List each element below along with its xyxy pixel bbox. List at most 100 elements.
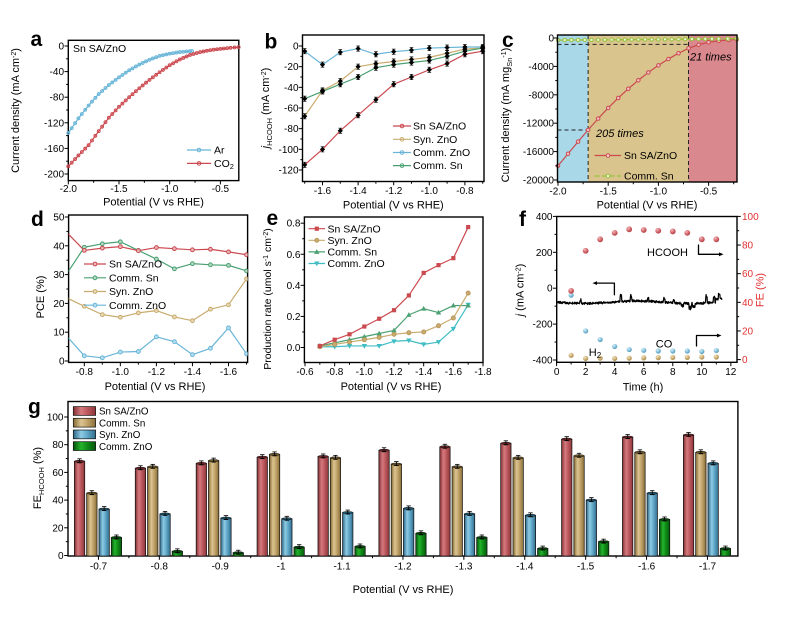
svg-text:20: 20 — [742, 327, 754, 338]
svg-text:Potential (V vs RHE): Potential (V vs RHE) — [353, 584, 454, 596]
svg-text:-40: -40 — [284, 83, 299, 94]
svg-text:PCE (%): PCE (%) — [35, 276, 47, 319]
svg-text:0.6: 0.6 — [287, 250, 301, 261]
svg-text:Comm. ZnO: Comm. ZnO — [413, 147, 470, 159]
svg-text:-400: -400 — [532, 356, 552, 367]
svg-text:Potential (V vs RHE): Potential (V vs RHE) — [105, 381, 206, 393]
svg-text:-1.0: -1.0 — [650, 187, 668, 198]
svg-text:e: e — [267, 207, 279, 230]
svg-text:Comm. ZnO: Comm. ZnO — [328, 258, 385, 270]
svg-text:HCOOH: HCOOH — [647, 247, 688, 259]
svg-text:60: 60 — [742, 269, 754, 280]
svg-text:g: g — [28, 396, 41, 419]
svg-text:-1.2: -1.2 — [385, 367, 403, 378]
svg-text:6: 6 — [641, 367, 647, 378]
svg-text:H2: H2 — [589, 347, 602, 360]
svg-text:0: 0 — [554, 367, 560, 378]
svg-text:-1.4: -1.4 — [415, 367, 433, 378]
svg-text:0.0: 0.0 — [287, 343, 301, 354]
svg-text:0: 0 — [58, 42, 64, 53]
svg-text:-0.5: -0.5 — [700, 187, 718, 198]
svg-text:-8000: -8000 — [528, 90, 554, 101]
svg-text:-120: -120 — [44, 118, 64, 129]
svg-text:Current density (mA mgSn-1): Current density (mA mgSn-1) — [500, 48, 514, 183]
svg-text:-1.6: -1.6 — [638, 562, 656, 573]
svg-text:Comm. Sn: Comm. Sn — [328, 247, 378, 259]
svg-text:-1.0: -1.0 — [161, 184, 179, 195]
svg-text:-1.8: -1.8 — [474, 367, 492, 378]
svg-text:-80: -80 — [284, 124, 299, 135]
svg-text:-1.0: -1.0 — [421, 186, 439, 197]
svg-text:Time (h): Time (h) — [623, 382, 664, 394]
svg-text:b: b — [265, 31, 278, 54]
svg-text:Comm. Sn: Comm. Sn — [624, 171, 674, 183]
svg-text:-0.8: -0.8 — [456, 186, 474, 197]
svg-text:-0.6: -0.6 — [296, 367, 314, 378]
svg-text:-160: -160 — [44, 144, 64, 155]
svg-text:-20000: -20000 — [523, 176, 555, 187]
svg-text:0: 0 — [58, 551, 64, 562]
svg-text:-0.8: -0.8 — [326, 367, 344, 378]
svg-text:20: 20 — [53, 299, 65, 310]
svg-text:-0.7: -0.7 — [90, 562, 108, 573]
svg-text:-4000: -4000 — [528, 62, 554, 73]
svg-text:Sn SA/ZnO: Sn SA/ZnO — [109, 259, 162, 271]
svg-text:80: 80 — [52, 440, 64, 451]
svg-text:-0.5: -0.5 — [212, 184, 230, 195]
svg-text:30: 30 — [53, 270, 65, 281]
svg-text:60: 60 — [52, 468, 64, 479]
svg-text:-1.3: -1.3 — [455, 562, 473, 573]
svg-text:-1.6: -1.6 — [220, 367, 238, 378]
svg-text:-1.6: -1.6 — [314, 186, 332, 197]
svg-text:CO: CO — [656, 339, 673, 351]
svg-text:4: 4 — [612, 367, 618, 378]
svg-text:Comm. ZnO: Comm. ZnO — [99, 442, 153, 453]
svg-text:a: a — [31, 28, 43, 51]
svg-text:40: 40 — [52, 496, 64, 507]
svg-text:205 times: 205 times — [595, 128, 644, 140]
svg-text:Sn SA/ZnO: Sn SA/ZnO — [413, 121, 466, 133]
svg-text:Sn SA/ZnO: Sn SA/ZnO — [624, 150, 677, 162]
svg-text:21 times: 21 times — [689, 52, 732, 64]
svg-text:Sn SA/ZnO: Sn SA/ZnO — [99, 407, 149, 418]
svg-text:Syn. ZnO: Syn. ZnO — [328, 235, 372, 247]
svg-text:-0.8: -0.8 — [76, 367, 94, 378]
svg-text:-200: -200 — [532, 320, 552, 331]
svg-text:100: 100 — [742, 212, 759, 223]
svg-text:200: 200 — [536, 248, 553, 259]
svg-text:Potential (V vs RHE): Potential (V vs RHE) — [103, 197, 204, 209]
svg-text:-1.7: -1.7 — [699, 562, 717, 573]
svg-text:400: 400 — [536, 212, 553, 223]
svg-text:-12000: -12000 — [523, 119, 555, 130]
svg-text:FE (%): FE (%) — [755, 273, 767, 307]
svg-text:Sn SA/ZnO: Sn SA/ZnO — [328, 223, 381, 235]
svg-text:Syn. ZnO: Syn. ZnO — [413, 134, 457, 146]
svg-text:f: f — [519, 208, 527, 231]
svg-text:-1.1: -1.1 — [333, 562, 351, 573]
svg-text:40: 40 — [742, 298, 754, 309]
svg-text:d: d — [31, 208, 44, 231]
svg-text:Ar: Ar — [214, 145, 225, 157]
svg-text:-16000: -16000 — [523, 147, 555, 158]
svg-text:Current density (mA cm-2): Current density (mA cm-2) — [10, 48, 22, 173]
svg-text:0: 0 — [548, 34, 554, 45]
svg-text:80: 80 — [742, 241, 754, 252]
svg-text:-1.2: -1.2 — [394, 562, 412, 573]
svg-text:0: 0 — [293, 42, 299, 53]
svg-text:Comm. ZnO: Comm. ZnO — [109, 300, 166, 312]
svg-text:Syn. ZnO: Syn. ZnO — [99, 430, 141, 441]
svg-text:40: 40 — [53, 241, 65, 252]
svg-text:-0.8: -0.8 — [151, 562, 169, 573]
svg-text:-1.4: -1.4 — [516, 562, 534, 573]
svg-text:-80: -80 — [50, 93, 65, 104]
svg-text:j (mA cm-2): j (mA cm-2) — [515, 264, 527, 319]
svg-text:-40: -40 — [50, 67, 65, 78]
svg-text:Sn SA/ZnO: Sn SA/ZnO — [73, 43, 126, 55]
svg-text:-60: -60 — [284, 104, 299, 115]
svg-text:100: 100 — [47, 413, 64, 424]
svg-text:-0.9: -0.9 — [212, 562, 230, 573]
svg-text:Comm. Sn: Comm. Sn — [413, 160, 463, 172]
svg-text:0: 0 — [547, 284, 553, 295]
svg-text:10: 10 — [53, 328, 65, 339]
svg-text:-120: -120 — [278, 166, 298, 177]
